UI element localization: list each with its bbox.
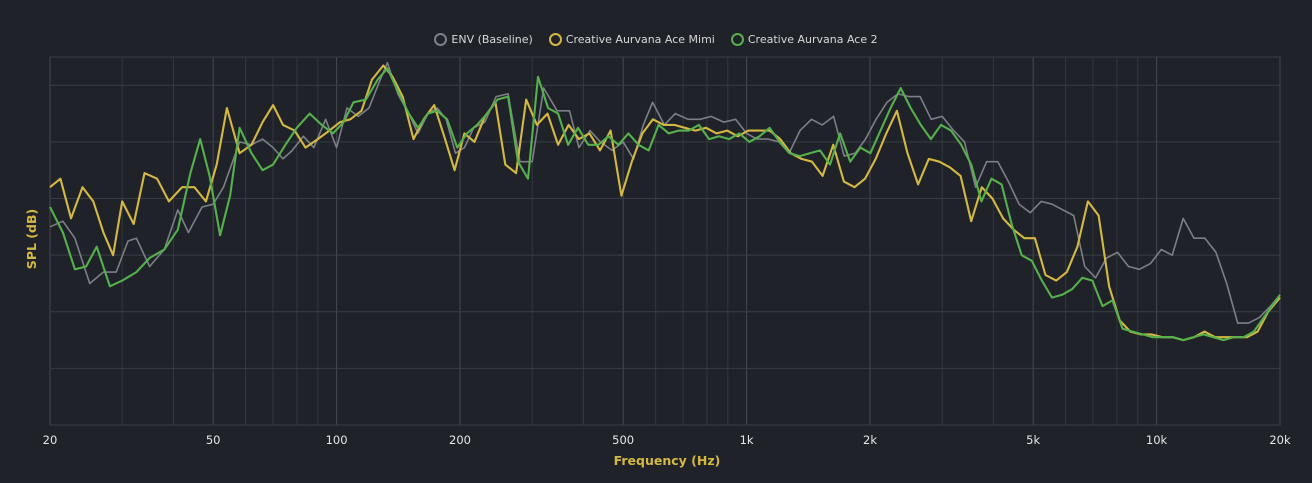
series-line-env-baseline <box>49 61 1281 324</box>
legend-label: Creative Aurvana Ace Mimi <box>565 33 715 46</box>
grid <box>49 56 1281 426</box>
legend-item-creative-aurvana-ace-mimi[interactable]: Creative Aurvana Ace Mimi <box>548 33 715 46</box>
x-tick-label: 20k <box>1269 433 1291 447</box>
x-tick-label: 20 <box>43 433 58 447</box>
series-line-creative-aurvana-ace-2 <box>49 67 1281 342</box>
x-tick-label: 5k <box>1026 433 1040 447</box>
series-line-creative-aurvana-ace-mimi <box>49 64 1281 342</box>
legend-item-creative-aurvana-ace-2[interactable]: Creative Aurvana Ace 2 <box>730 33 878 46</box>
x-tick-label: 1k <box>740 433 754 447</box>
plot-border <box>49 56 1281 426</box>
x-tick-label: 2k <box>863 433 877 447</box>
chart-legend: ENV (Baseline) Creative Aurvana Ace Mimi C… <box>0 33 1312 46</box>
x-axis-title: Frequency (Hz) <box>614 453 721 468</box>
x-tick-label: 500 <box>612 433 634 447</box>
y-axis-title: SPL (dB) <box>24 209 39 269</box>
legend-item-env-baseline[interactable]: ENV (Baseline) <box>434 33 533 46</box>
x-tick-label: 10k <box>1146 433 1168 447</box>
x-axis-ticks: 20 50 100 200 500 1k 2k 5k 10k 20k <box>43 433 1291 447</box>
x-tick-label: 100 <box>326 433 348 447</box>
x-tick-label: 200 <box>449 433 471 447</box>
legend-label: ENV (Baseline) <box>451 33 533 46</box>
series-lines <box>49 61 1281 342</box>
legend-swatch-icon <box>548 33 562 46</box>
legend-swatch-icon <box>730 33 744 46</box>
legend-swatch-icon <box>434 33 448 46</box>
x-tick-label: 50 <box>206 433 221 447</box>
legend-label: Creative Aurvana Ace 2 <box>747 33 878 46</box>
